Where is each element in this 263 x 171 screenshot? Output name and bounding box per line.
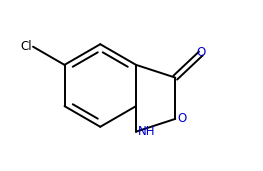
Text: NH: NH: [138, 125, 155, 138]
Text: O: O: [178, 112, 187, 125]
Text: Cl: Cl: [20, 40, 32, 53]
Text: O: O: [196, 46, 205, 59]
